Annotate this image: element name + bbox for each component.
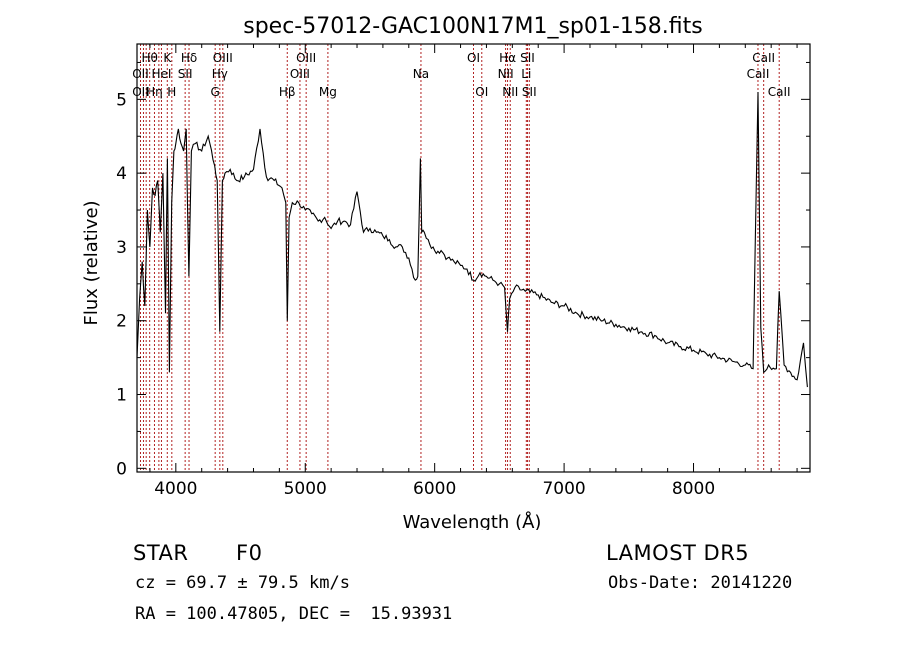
- y-tick-label: 2: [116, 312, 127, 332]
- line-marker-label: G: [211, 85, 220, 99]
- line-marker-label: Mg: [319, 85, 337, 99]
- obs-date: Obs-Date: 20141220: [608, 573, 793, 593]
- x-tick-label: 7000: [542, 479, 585, 499]
- x-axis-ticks: 4000 5000 6000 7000 8000: [149, 44, 798, 499]
- object-class: STAR: [133, 541, 189, 565]
- x-tick-label: 6000: [413, 479, 456, 499]
- line-marker-labels: OIIOIIHθHηHeIKHSIIHδGHγOIIIHβOIIIOIIIMgN…: [132, 51, 790, 99]
- x-tick-label: 8000: [672, 479, 715, 499]
- line-marker-label: OIII: [213, 51, 233, 65]
- line-marker-label: OI: [475, 85, 488, 99]
- survey-name: LAMOST DR5: [606, 541, 750, 565]
- line-marker-label: OI: [467, 51, 480, 65]
- y-tick-label: 1: [116, 386, 127, 406]
- line-marker-label: SII: [520, 51, 535, 65]
- line-marker-label: NII: [498, 67, 514, 81]
- line-marker-label: OIII: [290, 67, 310, 81]
- line-markers: [139, 44, 780, 472]
- y-tick-label: 3: [116, 238, 127, 258]
- object-subclass: F0: [236, 541, 263, 565]
- line-marker-label: CaII: [768, 85, 791, 99]
- line-marker-label: CaII: [752, 51, 775, 65]
- line-marker-label: Na: [413, 67, 429, 81]
- y-tick-label: 5: [116, 90, 127, 110]
- x-tick-label: 5000: [284, 479, 327, 499]
- y-tick-label: 0: [116, 459, 127, 479]
- line-marker-label: Hα: [499, 51, 516, 65]
- line-marker-label: K: [163, 51, 172, 65]
- line-marker-label: Hδ: [181, 51, 197, 65]
- line-marker-label: Hθ: [141, 51, 157, 65]
- line-marker-label: SII: [178, 67, 193, 81]
- coordinates: RA = 100.47805, DEC = 15.93931: [135, 604, 453, 624]
- spectrum-chart: spec-57012-GAC100N17M1_sp01-158.fits OII…: [81, 14, 811, 530]
- line-marker-label: OII: [132, 67, 149, 81]
- y-tick-label: 4: [116, 164, 127, 184]
- line-marker-label: H: [167, 85, 176, 99]
- line-marker-label: Hη: [146, 85, 163, 99]
- line-marker-label: Hβ: [279, 85, 296, 99]
- y-axis-ticks: 0 1 2 3 4 5: [116, 61, 810, 479]
- line-marker-label: NII: [502, 85, 518, 99]
- chart-title: spec-57012-GAC100N17M1_sp01-158.fits: [243, 14, 703, 39]
- line-marker-label: Hγ: [212, 67, 228, 81]
- line-marker-label: Li: [521, 67, 531, 81]
- redshift-readout: cz = 69.7 ± 79.5 km/s: [135, 573, 350, 593]
- x-axis-label: Wavelength (Å): [403, 511, 542, 530]
- x-tick-label: 4000: [154, 479, 197, 499]
- line-marker-label: OII: [132, 85, 149, 99]
- plot-frame: [136, 43, 811, 473]
- spectrum-line: [136, 91, 808, 388]
- line-marker-label: CaII: [747, 67, 770, 81]
- y-axis-label: Flux (relative): [81, 200, 102, 325]
- line-marker-label: SII: [522, 85, 537, 99]
- line-marker-label: OIII: [296, 51, 316, 65]
- line-marker-label: HeI: [151, 67, 171, 81]
